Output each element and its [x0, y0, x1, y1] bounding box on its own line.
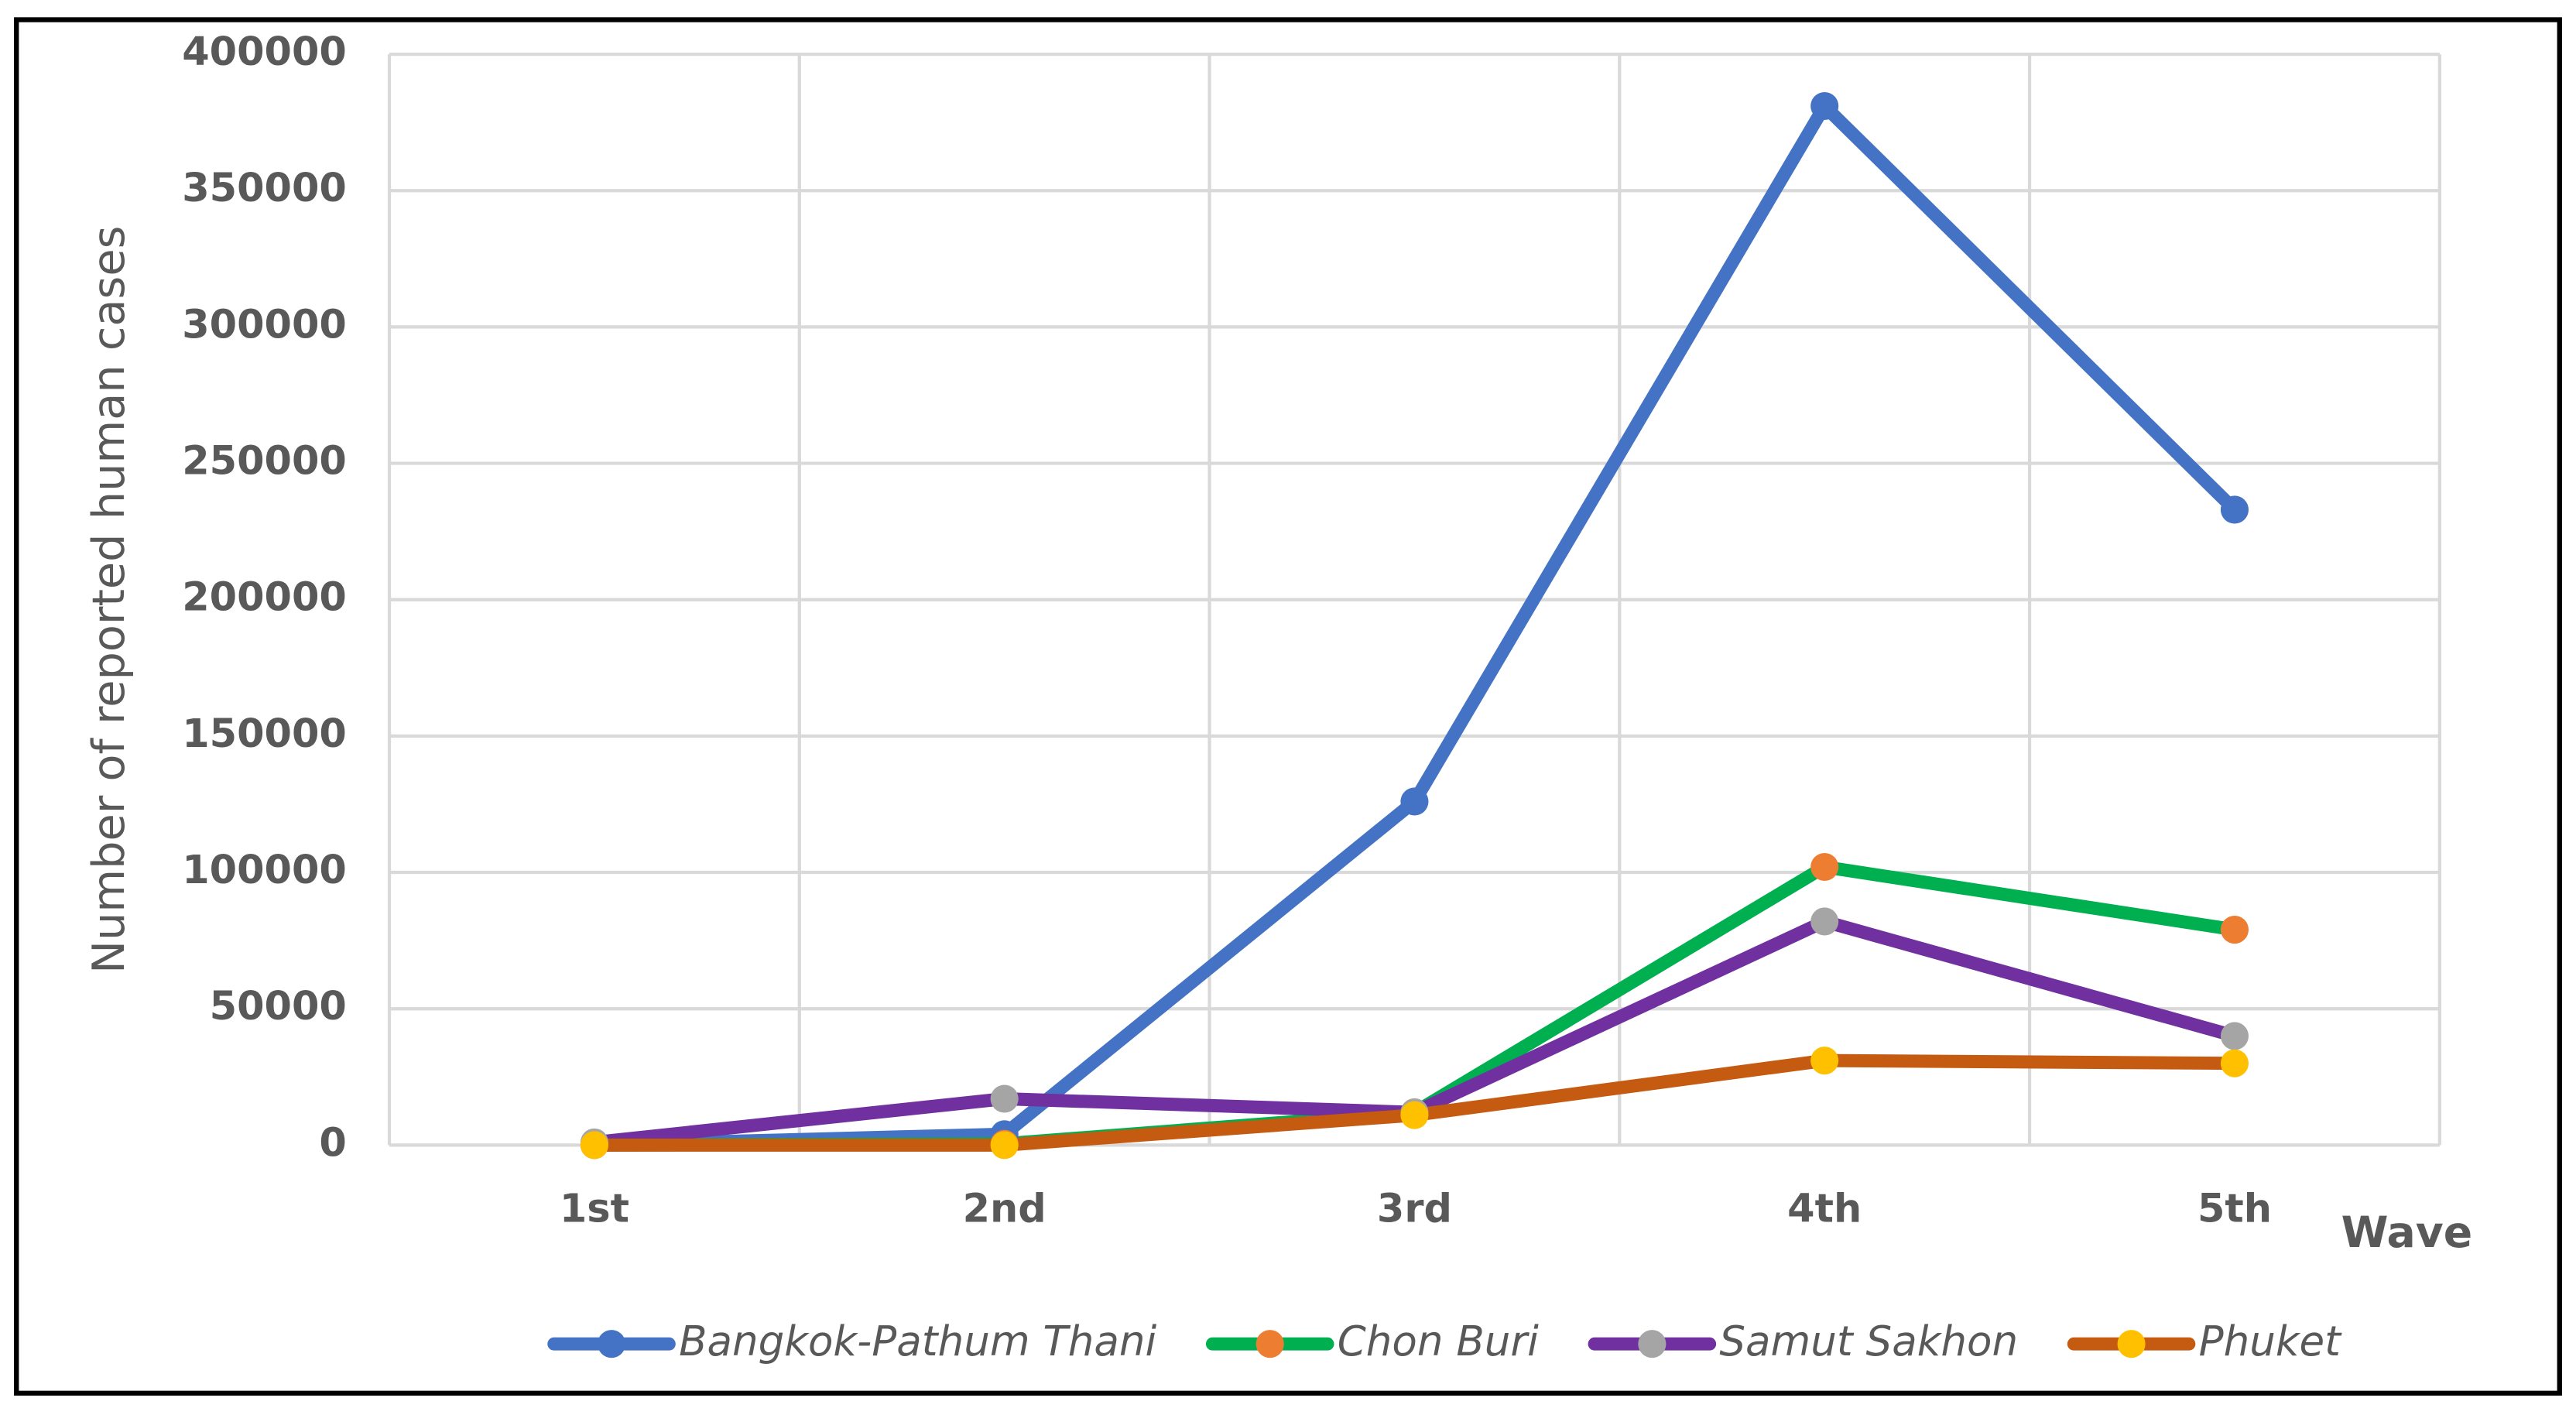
x-tick-label: 5th: [2197, 1186, 2272, 1232]
legend-marker: [1255, 1330, 1284, 1358]
legend-marker: [598, 1330, 626, 1358]
legend-item: Bangkok-Pathum Thani: [547, 1317, 1157, 1365]
y-tick-label: 250000: [182, 439, 347, 485]
data-point: [1810, 91, 1839, 121]
data-point: [990, 1084, 1019, 1113]
data-point: [990, 1131, 1019, 1160]
data-point: [580, 1131, 608, 1160]
legend-label: Phuket: [2199, 1317, 2343, 1365]
x-tick-label: 3rd: [1377, 1186, 1452, 1232]
y-tick-label: 50000: [210, 984, 347, 1029]
x-tick-label: 4th: [1787, 1186, 1862, 1232]
y-tick-label: 300000: [182, 302, 347, 348]
legend-label: Bangkok-Pathum Thani: [679, 1317, 1156, 1365]
y-axis-label: Number of reported human cases: [83, 226, 135, 974]
x-tick-label: 2nd: [963, 1186, 1046, 1232]
legend-marker: [2117, 1330, 2146, 1358]
series-lines: [580, 91, 2249, 1160]
data-point: [2220, 1049, 2249, 1077]
y-tick-label: 350000: [182, 166, 347, 211]
data-point: [2220, 495, 2249, 524]
legend-item: Chon Buri: [1205, 1317, 1539, 1365]
legend-marker: [1638, 1330, 1667, 1358]
legend-label: Chon Buri: [1338, 1317, 1539, 1365]
legend-label: Samut Sakhon: [1719, 1317, 2018, 1365]
data-point: [1810, 852, 1839, 882]
x-axis-label: Wave: [2341, 1208, 2473, 1258]
y-tick-label: 150000: [182, 711, 347, 757]
data-point: [1400, 1101, 1429, 1129]
legend-item: Samut Sakhon: [1588, 1317, 2018, 1365]
data-point: [2220, 1022, 2249, 1050]
data-point: [1400, 787, 1429, 816]
chart-border: [14, 17, 2562, 1396]
legend-item: Phuket: [2067, 1317, 2343, 1365]
y-tick-label: 200000: [182, 575, 347, 621]
legend: Bangkok-Pathum Thani Chon Buri Samut Sakho…: [547, 1317, 2343, 1365]
y-tick-label: 400000: [182, 29, 347, 75]
x-tick-label: 1st: [560, 1186, 629, 1232]
data-point: [1810, 907, 1839, 936]
data-point: [2220, 915, 2249, 944]
data-point: [1810, 1047, 1839, 1075]
y-tick-label: 100000: [182, 848, 347, 893]
y-tick-label: 0: [319, 1120, 346, 1166]
